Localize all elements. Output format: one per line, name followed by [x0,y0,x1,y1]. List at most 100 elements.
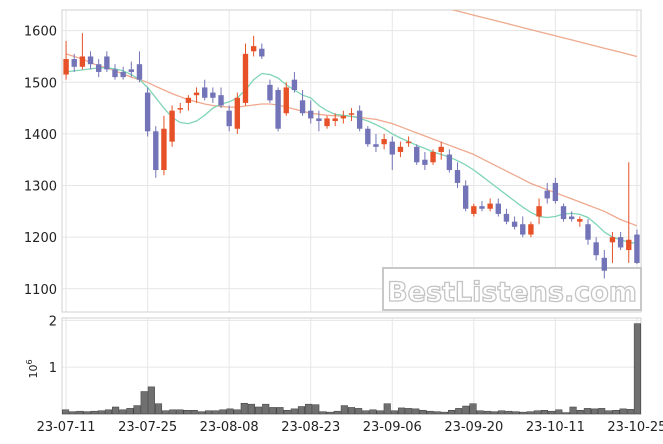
price-tick-label: 1500 [24,76,57,91]
date-tick-label: 23-09-06 [363,420,422,435]
candle-body [430,151,436,163]
volume-bar [490,411,499,415]
volume-bar [240,402,248,415]
candle-body [153,131,159,171]
candle-body [332,118,338,121]
candle-body [120,71,126,78]
volume-bar [333,410,341,415]
candle-body [503,213,510,222]
volume-bar [219,409,227,415]
volume-bar [390,410,398,415]
candle-body [185,97,192,103]
candle-body [414,146,420,163]
volume-bar [619,408,627,415]
volume-bar [226,408,234,415]
volume-bar [555,409,563,415]
candle-body [136,64,143,80]
candlesticks [63,33,640,279]
volume-bar [262,403,270,415]
ma-line-upper [450,10,638,58]
volume-bar [526,411,534,415]
candle-body [242,53,249,103]
candle-body [128,69,135,72]
volume-bar [190,410,198,415]
candle-body [536,206,542,217]
candle-body [63,59,69,75]
volume-bar [383,403,391,415]
volume-bar [576,410,584,415]
candle-body [422,159,428,165]
volume-bar [519,411,527,415]
volume-bar [276,407,284,415]
volume-bar [598,408,606,415]
volume-bar [90,410,98,415]
price-plot-frame [61,9,642,313]
volume-tick-label: 1 [49,361,57,376]
volume-bar [448,410,456,415]
candle-body [161,128,167,171]
candle-body [593,242,599,256]
volume-bar [183,410,191,415]
volume-bar [83,411,91,415]
candle-body [218,95,224,106]
candle-body [267,84,273,101]
volume-bar [605,410,613,415]
candle-body [487,203,493,209]
volume-bar [612,410,620,415]
watermark: BestListens.com [382,267,642,311]
volume-bar [540,410,549,415]
candle-body [454,170,461,183]
candle-body [577,219,583,222]
candle-body [552,182,559,202]
volume-bar [326,411,334,415]
volume-bar [169,409,177,415]
volume-bar [433,411,441,415]
watermark-box [382,267,642,311]
candle-body [511,221,518,227]
volume-bar [176,409,184,415]
candle-body [308,110,314,119]
volume-bar [197,411,205,415]
candle-body [634,234,640,263]
candle-body [324,118,330,127]
volume-bar [340,405,348,415]
volume-bar [512,411,520,415]
volume-bar [355,408,363,415]
candle-body [365,128,371,145]
date-tick-label: 23-10-11 [526,420,585,435]
candle-body [316,118,322,121]
candle-body [177,108,183,110]
candle-body [193,92,200,96]
candle-body [299,100,306,114]
volume-bar [269,407,277,415]
volume-bar [290,408,298,415]
volume-bar [633,323,641,415]
volume-bar [626,409,634,415]
candle-body [71,59,77,67]
volume-bar [76,410,84,415]
volume-bar [69,411,77,415]
volume-axis-labels: 106 1 2 [25,314,57,378]
volume-bar [505,410,513,415]
price-tick-label: 1400 [24,128,57,143]
candle-body [389,141,395,155]
volume-bar [104,409,113,415]
volume-bar [147,386,155,415]
volume-bar [319,411,327,415]
candle-body [609,237,616,243]
candle-body [601,257,607,271]
volume-bar [97,410,105,415]
candle-body [446,154,453,171]
date-tick-label: 23-08-23 [281,420,340,435]
volume-bar [162,410,170,415]
candle-body [495,203,501,214]
volume-bar [476,410,484,415]
volume-bar [455,408,463,415]
candle-body [96,64,102,72]
volume-bar [126,408,134,415]
volume-bar [140,391,148,415]
volume-bar [419,410,427,415]
volume-bar [362,410,370,415]
